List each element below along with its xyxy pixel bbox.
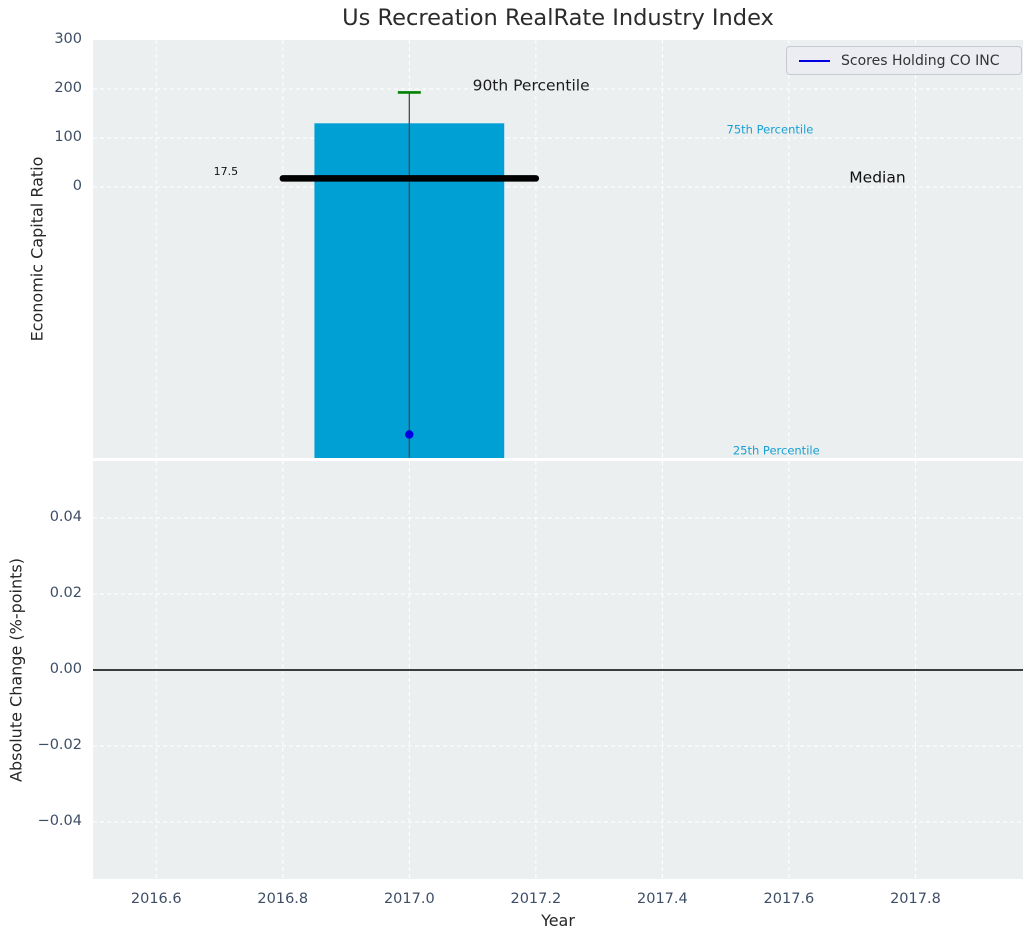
top-y-tick-label: 100 [54,129,82,145]
top-y-tick-label: 300 [54,31,82,47]
x-tick-label: 2017.6 [763,891,815,907]
bottom-y-tick-label: 0.00 [49,661,82,677]
x-tick-label: 2017.0 [383,891,435,907]
bottom-y-axis-label: Absolute Change (%-points) [6,558,26,782]
x-tick-label: 2016.8 [257,891,309,907]
annotation-75th-percentile: 75th Percentile [726,122,814,137]
top-axes-background [93,40,1023,458]
annotation-median: Median [849,168,906,187]
top-y-tick-label: 200 [54,80,82,96]
legend: Scores Holding CO INC [786,46,1022,75]
legend-line-sample [799,59,830,62]
x-tick-label: 2017.2 [510,891,562,907]
x-tick-label: 2016.6 [130,891,182,907]
company-point [405,430,414,439]
x-tick-label: 2017.8 [890,891,941,907]
annotation-25th-percentile: 25th Percentile [732,443,820,458]
top-y-axis-label: Economic Capital Ratio [27,156,47,342]
x-tick-label: 2017.4 [637,891,688,907]
annotation-90th-percentile: 90th Percentile [472,76,590,95]
x-axis-label: Year [541,911,575,930]
annotation-17-5: 17.5 [213,165,239,179]
chart-title: Us Recreation RealRate Industry Index [342,5,774,31]
top-y-tick-label: 0 [72,178,82,194]
bottom-y-tick-label: 0.04 [49,509,82,525]
bottom-y-tick-label: −0.02 [37,737,82,753]
legend-label: Scores Holding CO INC [841,52,1000,69]
bottom-y-tick-label: −0.04 [37,813,82,829]
bottom-y-tick-label: 0.02 [49,585,82,601]
